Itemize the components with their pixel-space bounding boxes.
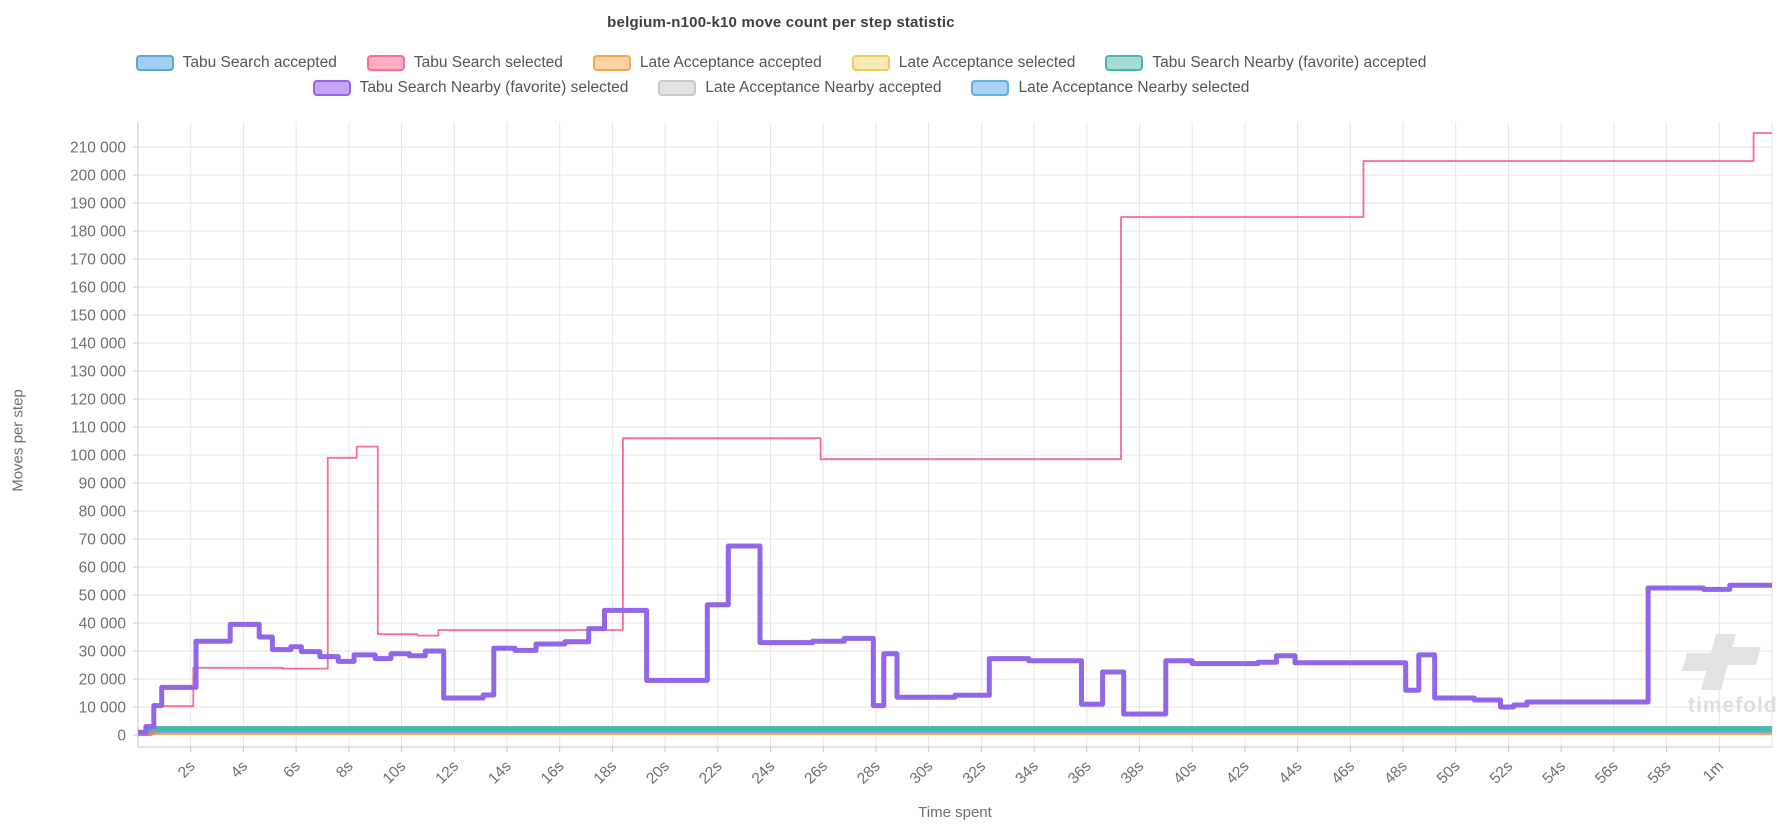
x-tick-label: 48s — [1381, 758, 1411, 788]
x-tick-label: 36s — [1065, 758, 1095, 788]
x-tick-label: 26s — [801, 758, 831, 788]
y-axis-title: Moves per step — [9, 389, 27, 492]
x-tick-label: 22s — [696, 758, 726, 788]
y-tick-label: 210 000 — [70, 140, 126, 157]
legend-item[interactable]: Tabu Search Nearby (favorite) accepted — [1105, 54, 1426, 72]
x-tick-label: 2s — [175, 758, 199, 782]
x-tick-label: 30s — [907, 758, 937, 788]
y-tick-label: 20 000 — [79, 672, 127, 689]
x-tick-label: 10s — [380, 758, 410, 788]
y-tick-label: 80 000 — [79, 504, 127, 521]
x-tick-label: 44s — [1276, 758, 1306, 788]
legend-label: Tabu Search Nearby (favorite) selected — [359, 79, 629, 96]
legend-label: Tabu Search selected — [413, 54, 563, 71]
legend-item[interactable]: Tabu Search accepted — [135, 54, 337, 72]
y-tick-label: 90 000 — [79, 476, 127, 493]
x-tick-label: 52s — [1487, 758, 1517, 788]
grid — [138, 122, 1773, 747]
y-tick-label: 70 000 — [79, 532, 127, 549]
x-tick-label: 42s — [1223, 758, 1253, 788]
timefold-watermark: timefold — [1682, 634, 1778, 717]
y-tick-label: 10 000 — [79, 700, 127, 717]
legend-swatch-icon — [312, 80, 351, 96]
x-tick-label: 50s — [1434, 758, 1464, 788]
legend-label: Late Acceptance accepted — [639, 54, 822, 71]
y-tick-label: 100 000 — [70, 448, 126, 465]
x-tick-label: 18s — [591, 758, 621, 788]
x-tick-label: 38s — [1118, 758, 1148, 788]
x-tick-label: 46s — [1328, 758, 1358, 788]
y-tick-label: 140 000 — [70, 336, 126, 353]
series-lines — [138, 132, 1772, 737]
chart-header: belgium-n100-k10 move count per step sta… — [0, 0, 1562, 31]
x-tick-label: 56s — [1592, 758, 1622, 788]
x-tick-label: 16s — [538, 758, 568, 788]
legend-swatch-icon — [658, 80, 697, 96]
y-tick-label: 110 000 — [71, 420, 126, 437]
x-tick-label: 28s — [854, 758, 884, 788]
x-tick-label: 32s — [960, 758, 990, 788]
legend-row: Tabu Search Nearby (favorite) selected La… — [312, 79, 1249, 97]
legend-swatch-icon — [1105, 55, 1144, 71]
legend-label: Late Acceptance Nearby selected — [1018, 79, 1250, 96]
legend-item[interactable]: Late Acceptance accepted — [592, 54, 822, 72]
y-tick-label: 200 000 — [70, 168, 126, 185]
x-axis-title: Time spent — [918, 804, 992, 821]
legend-item[interactable]: Tabu Search Nearby (favorite) selected — [312, 79, 629, 97]
x-tick-label: 12s — [432, 758, 462, 788]
timefold-watermark-text: timefold — [1688, 694, 1778, 717]
y-tick-label: 160 000 — [70, 280, 126, 297]
legend-swatch-icon — [366, 55, 405, 71]
legend-swatch-icon — [592, 55, 631, 71]
y-tick-label: 0 — [117, 728, 126, 745]
series-line-1 — [138, 132, 1772, 735]
x-tick-label: 20s — [643, 758, 673, 788]
y-tick-label: 170 000 — [70, 252, 126, 269]
legend-item[interactable]: Tabu Search selected — [366, 54, 563, 72]
y-tick-label: 180 000 — [70, 224, 126, 241]
legend-item[interactable]: Late Acceptance selected — [851, 54, 1076, 72]
x-tick-label: 14s — [485, 758, 515, 788]
y-tick-label: 30 000 — [79, 644, 127, 661]
y-tick-label: 120 000 — [70, 392, 126, 409]
legend-swatch-icon — [135, 55, 174, 71]
x-tick-label: 40s — [1170, 758, 1200, 788]
x-tick-label: 24s — [749, 758, 779, 788]
y-tick-label: 40 000 — [79, 616, 127, 633]
x-tick-label: 4s — [228, 758, 252, 782]
y-tick-label: 60 000 — [79, 560, 127, 577]
x-tick-label: 54s — [1539, 758, 1569, 788]
chart-title: belgium-n100-k10 move count per step sta… — [607, 14, 955, 31]
legend-swatch-icon — [851, 55, 890, 71]
timefold-logo-icon — [1682, 653, 1723, 671]
legend-label: Late Acceptance Nearby accepted — [705, 79, 942, 96]
x-tick-label: 1m — [1700, 758, 1727, 785]
legend-item[interactable]: Late Acceptance Nearby accepted — [658, 79, 941, 97]
legend-row: Tabu Search accepted Tabu Search selected… — [135, 54, 1426, 72]
legend-label: Tabu Search accepted — [182, 54, 337, 71]
y-tick-label: 130 000 — [70, 364, 126, 381]
y-tick-label: 190 000 — [70, 196, 126, 213]
legend-swatch-icon — [971, 80, 1010, 96]
x-tick-label: 8s — [333, 758, 357, 782]
chart-legend: Tabu Search accepted Tabu Search selected… — [0, 54, 1562, 97]
series-line-5 — [138, 543, 1772, 735]
legend-label: Tabu Search Nearby (favorite) accepted — [1152, 54, 1427, 71]
legend-label: Late Acceptance selected — [898, 54, 1076, 71]
y-tick-label: 50 000 — [79, 588, 127, 605]
y-tick-label: 150 000 — [70, 308, 126, 325]
legend-item[interactable]: Late Acceptance Nearby selected — [971, 79, 1249, 97]
x-tick-label: 6s — [280, 758, 304, 782]
timefold-logo-icon — [1724, 647, 1761, 665]
x-tick-label: 58s — [1645, 758, 1675, 788]
x-tick-label: 34s — [1012, 758, 1042, 788]
